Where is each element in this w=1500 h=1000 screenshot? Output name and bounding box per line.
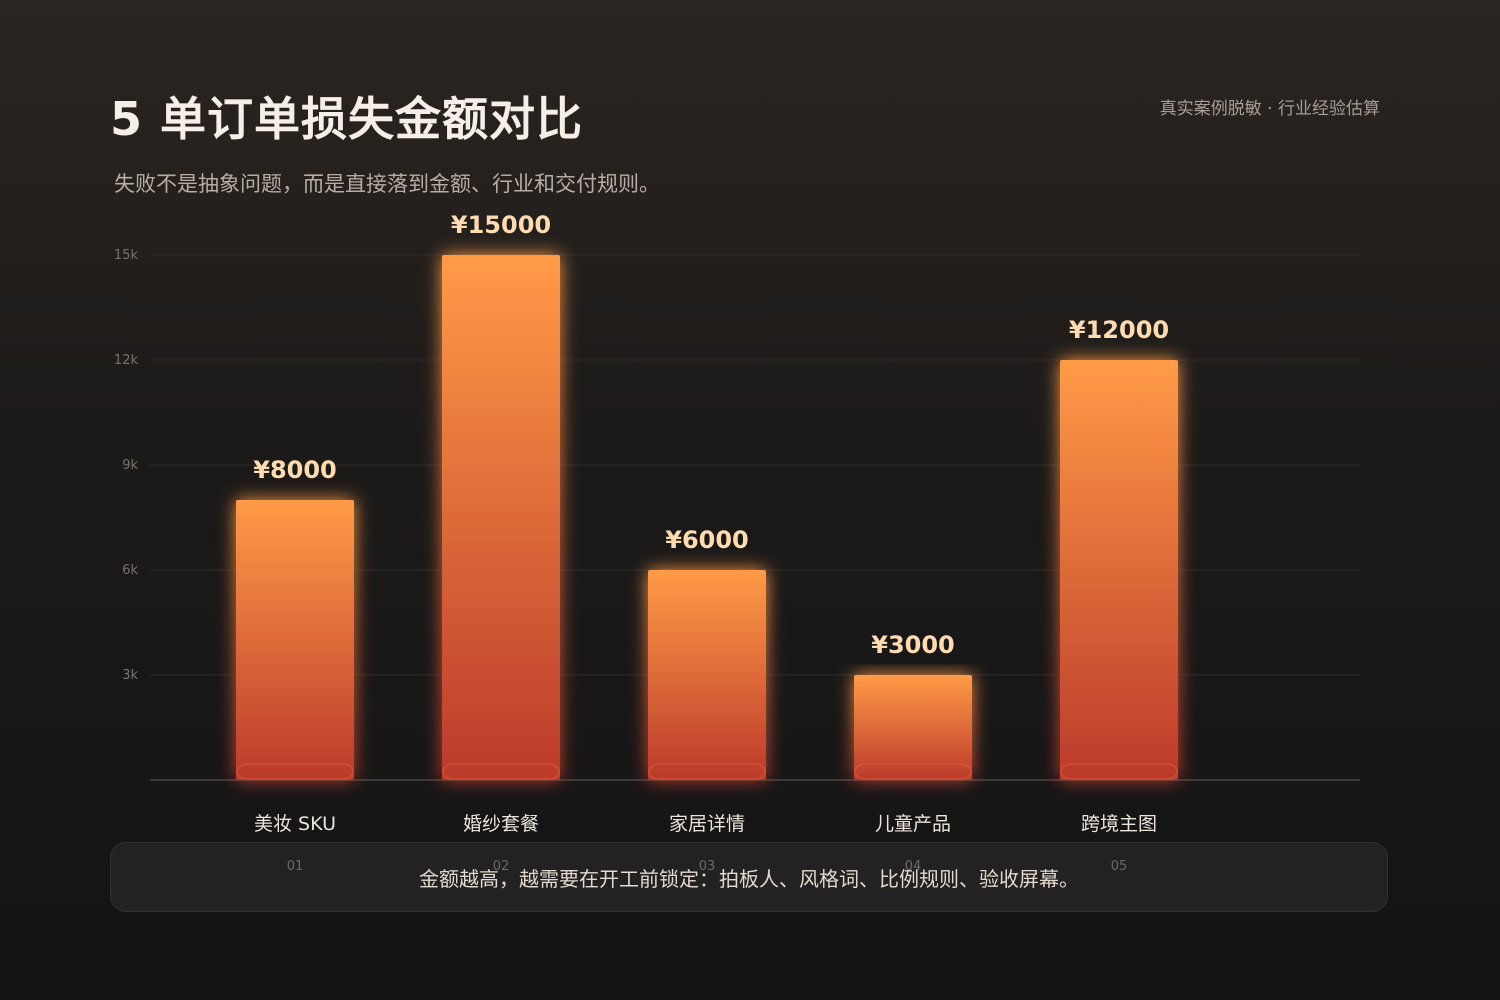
bar-base-outline: [648, 763, 766, 780]
bar-value-label: ¥15000: [451, 211, 551, 239]
bar: [236, 500, 354, 780]
y-tick-label: 15k: [114, 248, 139, 263]
bar-base-outline: [236, 763, 354, 780]
x-category-label: 儿童产品: [875, 813, 951, 835]
bar: [442, 255, 560, 780]
x-category-label: 婚纱套餐: [463, 813, 539, 835]
y-tick-label: 9k: [122, 458, 138, 473]
bar-value-label: ¥12000: [1069, 316, 1169, 344]
summary-note: 金额越高，越需要在开工前锁定：拍板人、风格词、比例规则、验收屏幕。: [419, 866, 1079, 891]
page-subtitle: 失败不是抽象问题，而是直接落到金额、行业和交付规则。: [114, 172, 660, 196]
source-note: 真实案例脱敏 · 行业经验估算: [1159, 99, 1380, 119]
bar-base-outline: [854, 763, 972, 780]
bar-value-label: ¥6000: [665, 526, 749, 554]
y-tick-label: 6k: [122, 563, 138, 578]
y-tick-label: 3k: [122, 668, 138, 683]
bar: [648, 570, 766, 780]
summary-note-box: 金额越高，越需要在开工前锁定：拍板人、风格词、比例规则、验收屏幕。: [110, 842, 1388, 912]
bar-value-label: ¥8000: [253, 456, 337, 484]
x-category-label: 家居详情: [669, 813, 745, 835]
y-tick-label: 12k: [114, 353, 139, 368]
bar-base-outline: [1060, 763, 1178, 780]
x-category-label: 美妆 SKU: [254, 813, 336, 835]
x-category-label: 跨境主图: [1081, 813, 1157, 835]
bar: [1060, 360, 1178, 780]
bar: [854, 675, 972, 780]
bar-value-label: ¥3000: [871, 631, 955, 659]
bar-base-outline: [442, 763, 560, 780]
page-title: 5 单订单损失金额对比: [110, 92, 584, 146]
